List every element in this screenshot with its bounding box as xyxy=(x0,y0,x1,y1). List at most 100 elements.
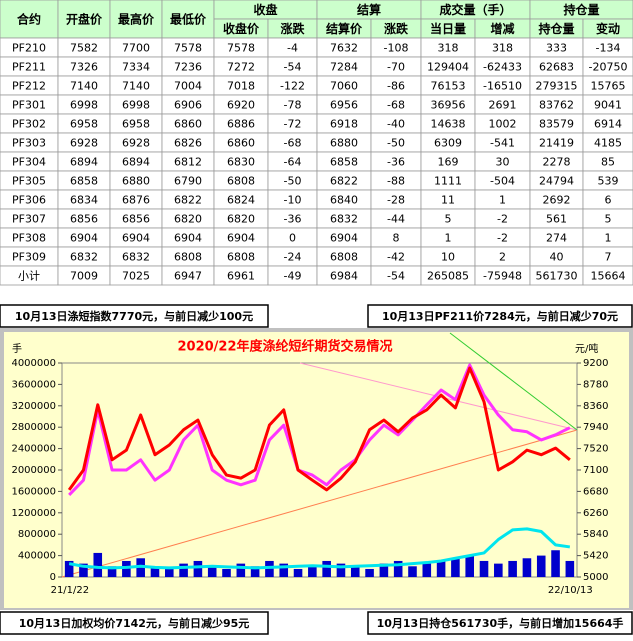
header-label: 当日量 xyxy=(430,21,466,36)
cell-text: -49 xyxy=(284,270,302,283)
cell-text: 1002 xyxy=(489,118,517,131)
cell-text: 6830 xyxy=(227,156,255,169)
cell-text: 15664 xyxy=(591,270,626,283)
cell-text: -40 xyxy=(387,118,405,131)
cell-text: 6894 xyxy=(122,156,150,169)
cell-text: 6820 xyxy=(227,213,255,226)
header-label: 收盘价 xyxy=(223,21,260,36)
cell-text: 6824 xyxy=(227,194,255,207)
volume-bar xyxy=(336,563,346,577)
cell-text: -72 xyxy=(284,118,302,131)
y2-tick-label: 8360 xyxy=(583,401,608,412)
cell-text: -36 xyxy=(284,213,302,226)
y-tick-label: 4000000 xyxy=(11,358,56,369)
note-box xyxy=(0,611,269,635)
volume-bar xyxy=(308,566,317,577)
cell-text: 6956 xyxy=(330,99,358,112)
cell-text: 333 xyxy=(546,42,567,55)
cell-text: 6906 xyxy=(174,99,202,112)
cell-text: 6808 xyxy=(227,251,255,264)
y-tick-label: 2400000 xyxy=(11,444,56,455)
x-tick-label: 21/1/22 xyxy=(51,585,90,596)
cell-text: -68 xyxy=(387,99,405,112)
cell-text: 7578 xyxy=(174,42,202,55)
cell-text: 7326 xyxy=(70,61,98,74)
cell-text: 7 xyxy=(605,251,612,264)
cell-text: 7700 xyxy=(122,42,150,55)
cell-text: 76153 xyxy=(431,80,466,93)
y-tick-label: 3600000 xyxy=(11,379,56,390)
cell-text: PF305 xyxy=(12,175,46,188)
note: 10月13日持仓561730手，与前日增加15664手 xyxy=(377,616,624,630)
volume-bar xyxy=(494,563,503,577)
cell-text: 6858 xyxy=(330,156,358,169)
cell-text: 7272 xyxy=(227,61,255,74)
volume-bar xyxy=(408,566,417,577)
volume-bar xyxy=(293,568,303,577)
cell-text: -134 xyxy=(596,42,621,55)
cell-text: -24 xyxy=(284,251,302,264)
header-label: 增减 xyxy=(490,21,514,36)
cell-text: 561730 xyxy=(536,270,578,283)
cell-text: 6947 xyxy=(174,270,202,283)
cell-text: 6834 xyxy=(70,194,98,207)
cell-text: 24794 xyxy=(539,175,574,188)
cell-text: 6309 xyxy=(434,137,462,150)
cell-text: 6856 xyxy=(70,213,98,226)
header-label: 涨跌 xyxy=(384,21,409,36)
cell-text: 10 xyxy=(441,251,455,264)
cell-text: 265085 xyxy=(427,270,469,283)
y-tick-label: 2000000 xyxy=(11,465,56,476)
x-tick-label: 22/10/13 xyxy=(548,585,593,596)
cell-text: 6 xyxy=(605,194,612,207)
y-tick-label: 2800000 xyxy=(11,422,56,433)
series-line xyxy=(68,527,571,570)
volume-bar xyxy=(551,550,560,577)
y2-tick-label: 7940 xyxy=(583,422,608,433)
cell-text: -541 xyxy=(490,137,515,150)
cell-text: 561 xyxy=(546,213,567,226)
y-tick-label: 1200000 xyxy=(11,508,56,519)
series-line xyxy=(68,363,571,497)
note: 10月13日PF211价7284元，与前日减少70元 xyxy=(382,309,618,323)
cell-text: 6904 xyxy=(227,232,255,245)
cell-text: PF302 xyxy=(12,118,46,131)
volume-bar xyxy=(436,560,446,577)
cell-text: -504 xyxy=(490,175,515,188)
cell-text: 6832 xyxy=(122,251,150,264)
trend-line xyxy=(61,429,578,578)
volume-bar xyxy=(265,560,274,577)
cell-text: 6894 xyxy=(70,156,98,169)
volume-bar xyxy=(150,566,160,577)
cell-text: 6998 xyxy=(70,99,98,112)
volume-bar xyxy=(565,560,575,577)
cell-text: 6790 xyxy=(174,175,202,188)
cell-text: 6918 xyxy=(330,118,358,131)
volume-bar xyxy=(179,563,188,577)
cell-text: 2 xyxy=(499,251,506,264)
cell-text: 83762 xyxy=(539,99,574,112)
y2-tick-label: 7520 xyxy=(583,444,608,455)
cell-text: 5 xyxy=(445,213,452,226)
cell-text: 1 xyxy=(499,194,506,207)
cell-text: 6832 xyxy=(330,213,358,226)
volume-bar xyxy=(522,558,532,577)
cell-text: 7004 xyxy=(174,80,202,93)
cell-text: 6822 xyxy=(330,175,358,188)
volume-bar xyxy=(379,563,389,577)
cell-text: 6904 xyxy=(70,232,98,245)
y-axis-label: 手 xyxy=(12,342,22,355)
cell-text: 539 xyxy=(598,175,619,188)
cell-text: 7582 xyxy=(70,42,98,55)
header-label: 涨跌 xyxy=(280,21,305,36)
y-tick-label: 1600000 xyxy=(11,486,56,497)
cell-text: 83579 xyxy=(539,118,574,131)
plot: 0 400000 800000 1200000 1600000 2000000 240000… xyxy=(11,358,608,596)
cell-text: 318 xyxy=(438,42,459,55)
y-tick-label: 0 xyxy=(50,572,56,583)
cell-text: 0 xyxy=(289,232,296,245)
cell-text: -28 xyxy=(387,194,405,207)
cell-text: 6904 xyxy=(122,232,150,245)
cell-text: 7025 xyxy=(122,270,150,283)
cell-text: 40 xyxy=(550,251,564,264)
